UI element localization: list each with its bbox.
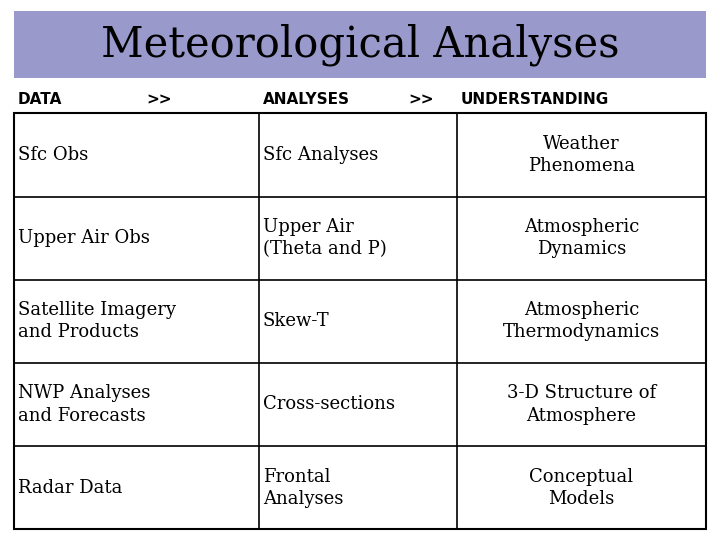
Text: Atmospheric
Dynamics: Atmospheric Dynamics [523, 218, 639, 258]
Bar [14, 113, 706, 529]
Text: >>: >> [146, 92, 171, 107]
Text: DATA: DATA [18, 92, 63, 107]
Text: Satellite Imagery
and Products: Satellite Imagery and Products [18, 301, 176, 341]
Text: Conceptual
Models: Conceptual Models [529, 468, 634, 508]
Text: Frontal
Analyses: Frontal Analyses [263, 468, 343, 508]
Text: UNDERSTANDING: UNDERSTANDING [461, 92, 609, 107]
Text: NWP Analyses
and Forecasts: NWP Analyses and Forecasts [18, 384, 150, 424]
Text: >>: >> [409, 92, 434, 107]
Text: Skew-T: Skew-T [263, 312, 330, 330]
Text: Radar Data: Radar Data [18, 478, 122, 497]
Text: Atmospheric
Thermodynamics: Atmospheric Thermodynamics [503, 301, 660, 341]
Text: Upper Air Obs: Upper Air Obs [18, 229, 150, 247]
Text: ANALYSES: ANALYSES [263, 92, 350, 107]
Text: Upper Air
(Theta and P): Upper Air (Theta and P) [263, 218, 387, 258]
Text: Weather
Phenomena: Weather Phenomena [528, 135, 635, 175]
Text: Cross-sections: Cross-sections [263, 395, 395, 414]
Text: 3-D Structure of
Atmosphere: 3-D Structure of Atmosphere [507, 384, 656, 424]
Bar [14, 11, 706, 78]
Text: Sfc Analyses: Sfc Analyses [263, 146, 378, 164]
Text: Sfc Obs: Sfc Obs [18, 146, 89, 164]
Text: Meteorological Analyses: Meteorological Analyses [101, 23, 619, 66]
